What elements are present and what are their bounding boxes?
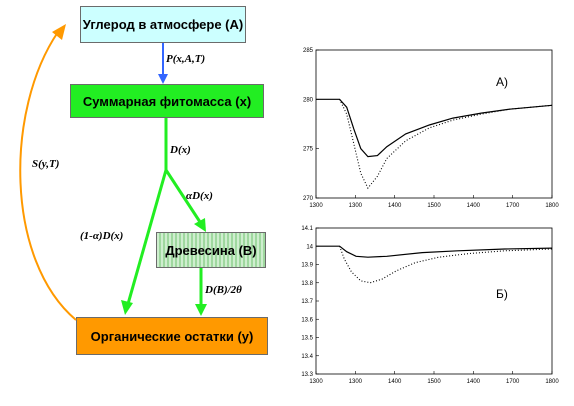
diagram-arrows xyxy=(19,24,207,321)
arrow-respiration-head xyxy=(52,24,66,40)
box-atmosphere: Углерод в атмосфере (А) xyxy=(80,6,246,43)
x-tick-label: 1500 xyxy=(427,203,441,209)
x-tick-label: 1800 xyxy=(545,203,559,209)
x-tick-label: 1700 xyxy=(506,379,520,385)
y-tick-label: 13.9 xyxy=(301,263,313,269)
y-tick-label: 275 xyxy=(303,147,314,153)
y-tick-label: 13.6 xyxy=(301,317,313,323)
label-organic-fraction: (1-α)D(x) xyxy=(80,230,124,242)
arrow-death-to-wood-head xyxy=(194,218,206,232)
label-wood-decay: D(B)/2θ xyxy=(205,284,242,296)
y-tick-label: 13.8 xyxy=(301,281,313,287)
arrow-photosynthesis-head xyxy=(158,74,168,84)
box-phytomass: Суммарная фитомасса (x) xyxy=(70,84,264,118)
x-tick-label: 1500 xyxy=(427,379,441,385)
arrow-respiration xyxy=(19,31,77,321)
label-wood-fraction: αD(x) xyxy=(186,190,213,202)
arrow-death-to-organic xyxy=(126,169,168,305)
x-tick-label: 1700 xyxy=(506,203,520,209)
x-tick-label: 1300 xyxy=(309,203,323,209)
label-photosynthesis: P(x,A,T) xyxy=(166,53,206,65)
panel-label: Б) xyxy=(496,287,508,301)
y-tick-label: 13.4 xyxy=(301,354,313,360)
x-tick-label: 1300 xyxy=(349,203,363,209)
label-death: D(x) xyxy=(170,144,191,156)
y-tick-label: 14 xyxy=(306,244,313,250)
plot-frame xyxy=(315,227,553,375)
arrow-wood-decay-head xyxy=(195,304,207,316)
arrow-death-to-wood xyxy=(164,169,202,223)
y-tick-label: 13.5 xyxy=(301,336,313,342)
series-solid-line xyxy=(316,98,553,158)
series-dotted-line xyxy=(339,99,553,190)
arrow-death-to-organic-head xyxy=(121,300,133,315)
box-wood: Древесина (B) xyxy=(156,232,266,268)
box-organic: Органические остатки (y) xyxy=(76,317,268,355)
x-tick-label: 1400 xyxy=(467,203,481,209)
y-tick-label: 270 xyxy=(303,196,314,202)
x-tick-label: 1400 xyxy=(388,203,402,209)
y-tick-label: 280 xyxy=(303,97,314,103)
x-tick-label: 1300 xyxy=(349,379,363,385)
x-tick-label: 1300 xyxy=(309,379,323,385)
y-tick-label: 14.1 xyxy=(301,226,313,232)
y-tick-label: 13.7 xyxy=(301,299,313,305)
panel-label: А) xyxy=(496,75,508,89)
y-tick-label: 285 xyxy=(303,48,314,54)
x-tick-label: 1800 xyxy=(545,379,559,385)
series-solid-line xyxy=(316,245,553,258)
y-tick-label: 13.3 xyxy=(301,372,313,378)
x-tick-label: 1400 xyxy=(467,379,481,385)
label-respiration: S(y,T) xyxy=(32,158,60,170)
x-tick-label: 1400 xyxy=(388,379,402,385)
